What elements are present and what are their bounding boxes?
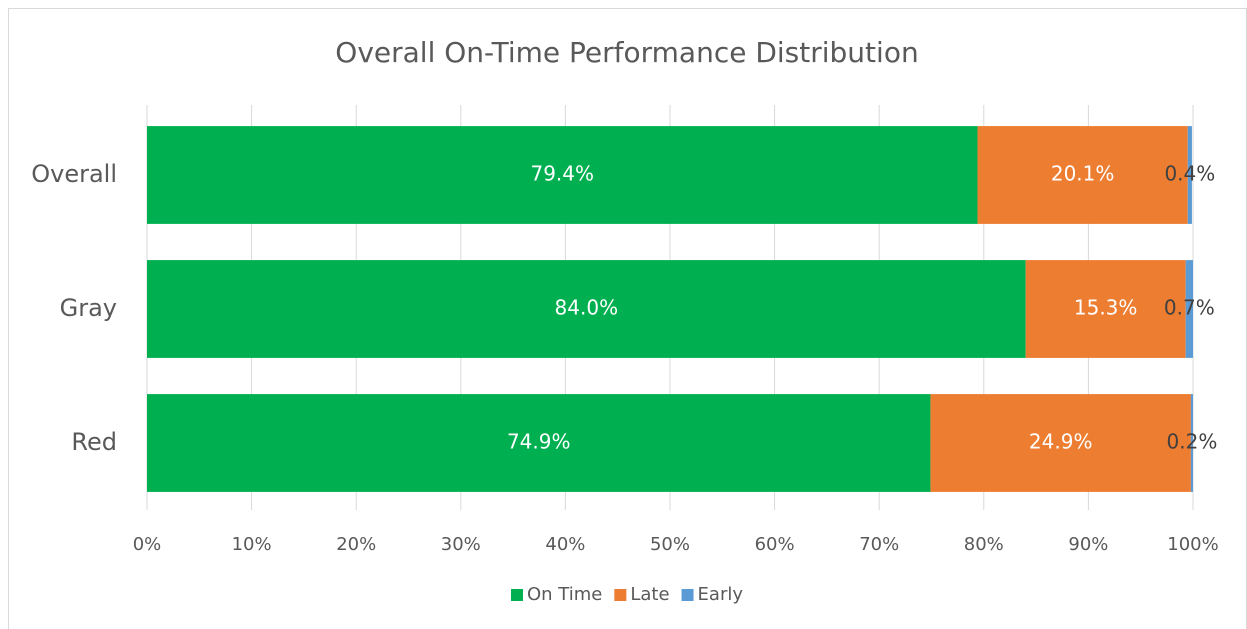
- legend-swatch: [614, 589, 627, 601]
- bar-segment: [147, 394, 931, 492]
- x-tick-label: 80%: [964, 534, 1004, 555]
- x-tick-label: 0%: [133, 534, 162, 555]
- x-tick-label: 30%: [441, 534, 481, 555]
- data-label: 0.7%: [1164, 296, 1215, 320]
- x-tick-label: 40%: [545, 534, 585, 555]
- data-label: 24.9%: [1029, 430, 1093, 454]
- data-label: 74.9%: [507, 430, 571, 454]
- y-tick-label: Overall: [31, 160, 117, 188]
- legend-swatch: [510, 589, 523, 601]
- legend-swatch: [681, 589, 694, 601]
- data-label: 79.4%: [530, 162, 594, 186]
- legend-label: Early: [698, 584, 744, 605]
- y-tick-label: Red: [71, 428, 117, 456]
- bar-segment: [147, 126, 978, 224]
- x-tick-label: 100%: [1167, 534, 1218, 555]
- data-label: 84.0%: [555, 296, 619, 320]
- y-tick-label: Gray: [60, 294, 117, 322]
- x-tick-label: 20%: [336, 534, 376, 555]
- x-tick-label: 50%: [650, 534, 690, 555]
- x-tick-label: 90%: [1068, 534, 1108, 555]
- data-label: 20.1%: [1051, 162, 1115, 186]
- bar-segment: [1190, 394, 1193, 492]
- x-tick-label: 60%: [755, 534, 795, 555]
- legend-label: Late: [630, 584, 669, 605]
- data-label: 0.4%: [1164, 162, 1215, 186]
- data-label: 0.2%: [1167, 430, 1218, 454]
- bar-segment: [1025, 260, 1186, 358]
- legend-label: On Time: [527, 584, 602, 605]
- chart-title: Overall On-Time Performance Distribution: [335, 36, 918, 69]
- x-tick-label: 10%: [232, 534, 272, 555]
- bar-segment: [1187, 126, 1192, 224]
- data-label: 15.3%: [1074, 296, 1138, 320]
- x-tick-label: 70%: [859, 534, 899, 555]
- bar-segment: [930, 394, 1191, 492]
- bar-segment: [147, 260, 1026, 358]
- bar-segment: [1185, 260, 1193, 358]
- bar-segment: [977, 126, 1188, 224]
